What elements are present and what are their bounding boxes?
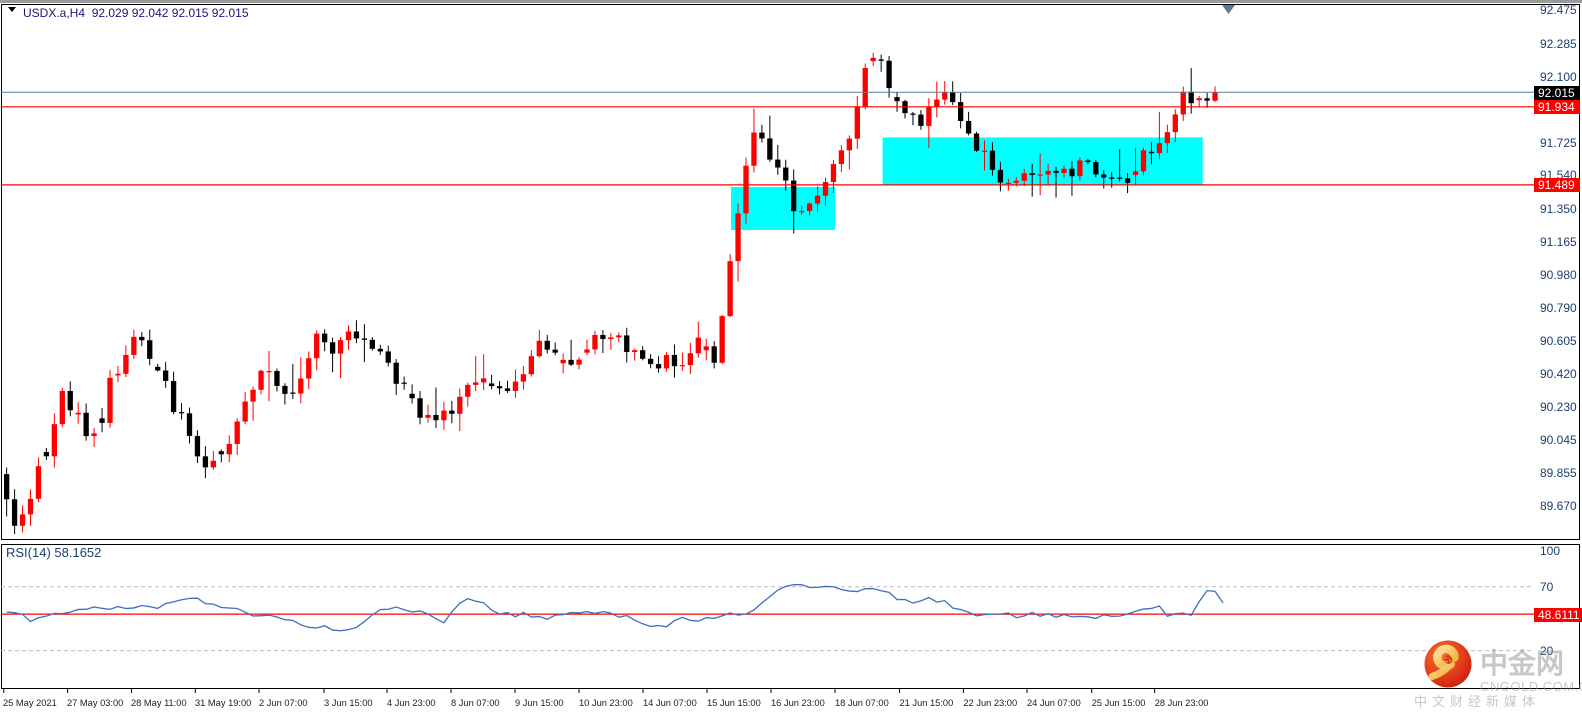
- svg-text:10 Jun 23:00: 10 Jun 23:00: [579, 698, 633, 708]
- svg-text:CNGOLD.COM.CN: CNGOLD.COM.CN: [1480, 679, 1582, 694]
- svg-text:27 May 03:00: 27 May 03:00: [67, 698, 123, 708]
- svg-text:91.350: 91.350: [1540, 202, 1577, 216]
- svg-text:8 Jun 07:00: 8 Jun 07:00: [451, 698, 500, 708]
- svg-text:3 Jun 15:00: 3 Jun 15:00: [324, 698, 373, 708]
- svg-text:24 Jun 07:00: 24 Jun 07:00: [1027, 698, 1081, 708]
- svg-text:89.855: 89.855: [1540, 466, 1577, 480]
- svg-text:92.100: 92.100: [1540, 70, 1577, 84]
- svg-text:92.475: 92.475: [1540, 3, 1577, 17]
- svg-text:90.790: 90.790: [1540, 301, 1577, 315]
- svg-text:89.670: 89.670: [1540, 499, 1577, 513]
- svg-text:21 Jun 15:00: 21 Jun 15:00: [900, 698, 954, 708]
- svg-text:16 Jun 23:00: 16 Jun 23:00: [771, 698, 825, 708]
- svg-text:91.934: 91.934: [1538, 100, 1575, 114]
- svg-text:14 Jun 07:00: 14 Jun 07:00: [643, 698, 697, 708]
- svg-text:4 Jun 23:00: 4 Jun 23:00: [387, 698, 436, 708]
- svg-text:91.489: 91.489: [1538, 178, 1575, 192]
- svg-text:90.420: 90.420: [1540, 367, 1577, 381]
- svg-text:25 Jun 15:00: 25 Jun 15:00: [1092, 698, 1146, 708]
- svg-text:100: 100: [1540, 544, 1560, 558]
- svg-text:90.980: 90.980: [1540, 268, 1577, 282]
- svg-text:90.045: 90.045: [1540, 433, 1577, 447]
- svg-text:18 Jun 07:00: 18 Jun 07:00: [835, 698, 889, 708]
- svg-text:中文财经新媒体: 中文财经新媒体: [1414, 694, 1540, 709]
- svg-text:28 Jun 23:00: 28 Jun 23:00: [1155, 698, 1209, 708]
- svg-text:25 May 2021: 25 May 2021: [3, 698, 57, 708]
- svg-text:31 May 19:00: 31 May 19:00: [195, 698, 251, 708]
- svg-text:2 Jun 07:00: 2 Jun 07:00: [259, 698, 308, 708]
- svg-text:9 Jun 15:00: 9 Jun 15:00: [515, 698, 564, 708]
- svg-text:中金网: 中金网: [1480, 647, 1564, 679]
- svg-text:48.6111: 48.6111: [1538, 608, 1580, 622]
- svg-text:15 Jun 15:00: 15 Jun 15:00: [707, 698, 761, 708]
- svg-text:28 May 11:00: 28 May 11:00: [131, 698, 187, 708]
- svg-text:RSI(14) 58.1652: RSI(14) 58.1652: [6, 545, 101, 560]
- svg-text:92.285: 92.285: [1540, 37, 1577, 51]
- svg-text:92.015: 92.015: [1538, 86, 1575, 100]
- svg-text:90.605: 90.605: [1540, 334, 1577, 348]
- svg-text:90.230: 90.230: [1540, 400, 1577, 414]
- svg-text:91.725: 91.725: [1540, 136, 1577, 150]
- svg-text:70: 70: [1540, 580, 1554, 594]
- svg-text:22 Jun 23:00: 22 Jun 23:00: [963, 698, 1017, 708]
- svg-text:91.165: 91.165: [1540, 235, 1577, 249]
